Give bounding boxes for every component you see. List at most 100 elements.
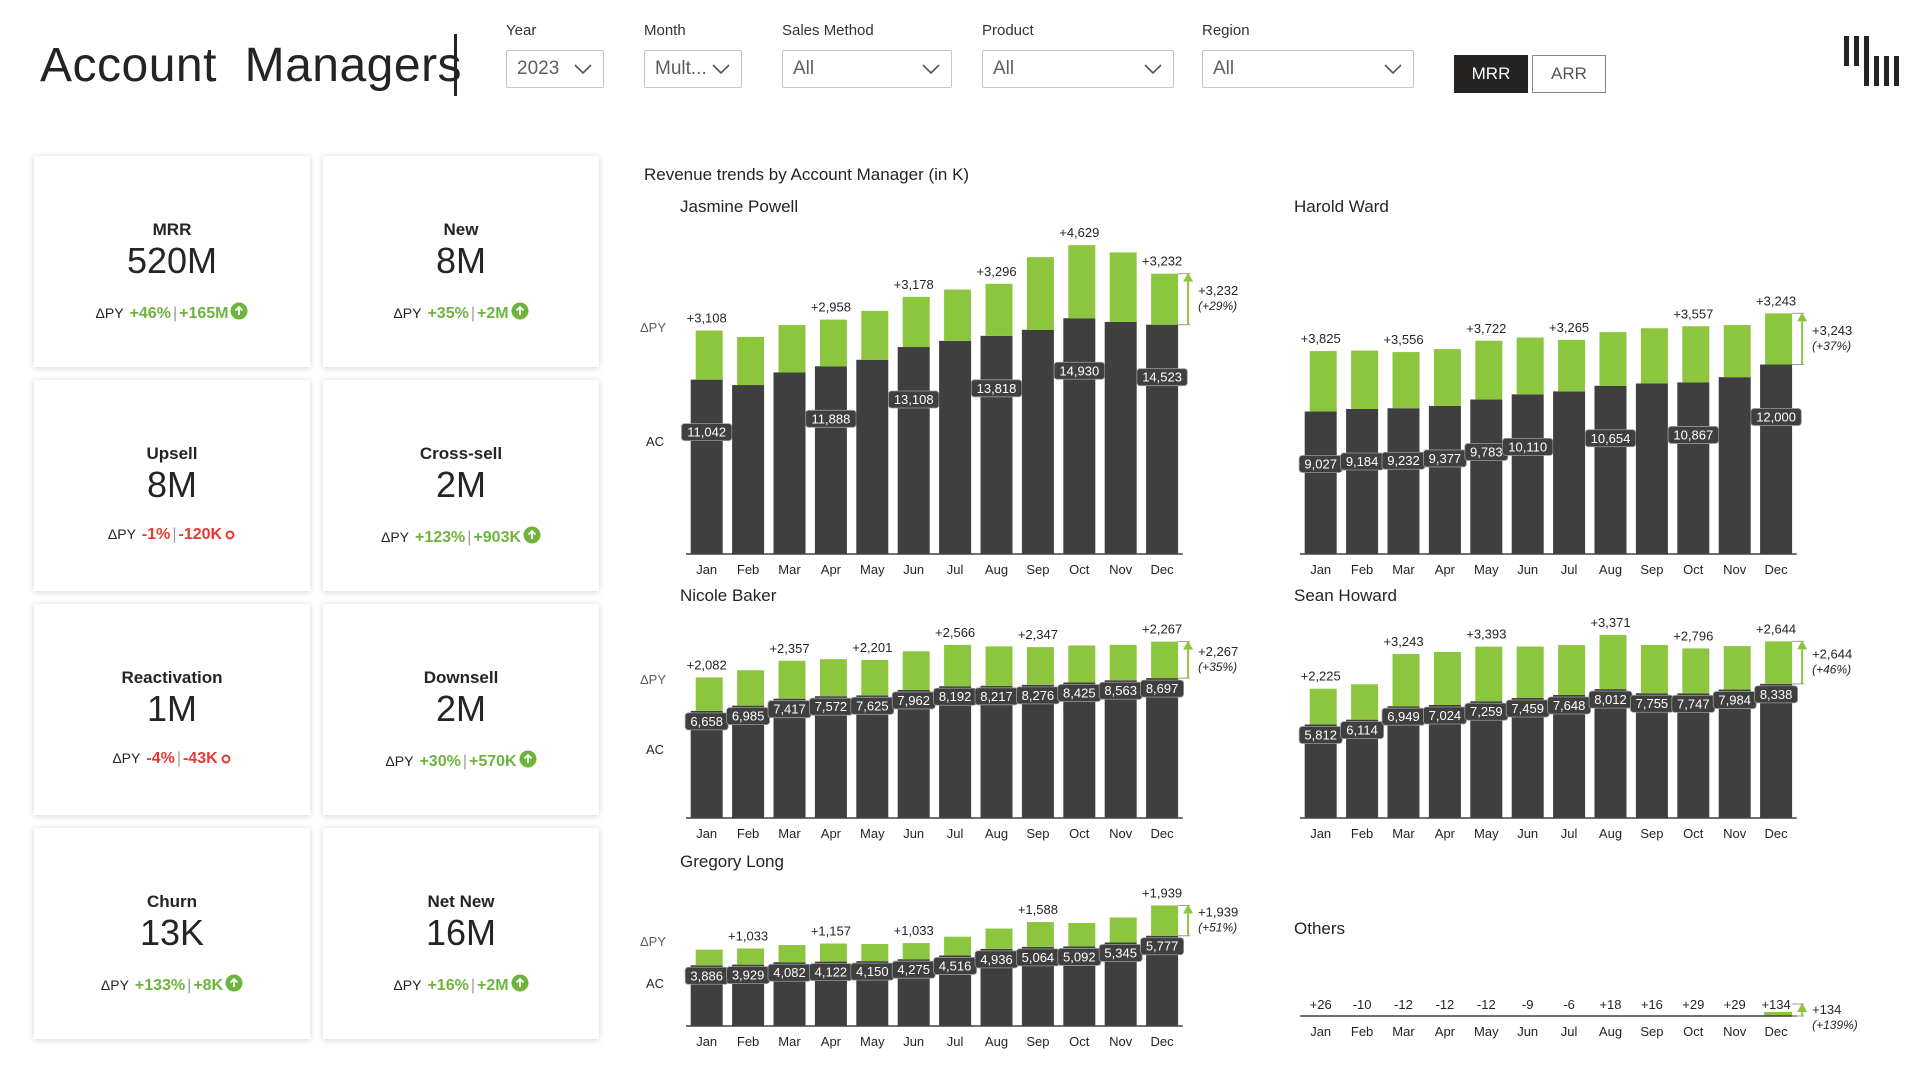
x-tick-label: Dec [1151, 562, 1175, 577]
mrr-button[interactable]: MRR [1454, 55, 1528, 93]
ac-label: 3,886 [690, 968, 723, 983]
x-tick-label: May [1474, 1024, 1499, 1039]
delta-bar [1516, 337, 1544, 395]
kpi-card-cross-sell[interactable]: Cross-sell 2M ΔPY +123% | +903K [323, 380, 599, 591]
kpi-delta-separator: | [470, 305, 475, 322]
x-tick-label: May [860, 826, 885, 841]
delta-bar [1109, 252, 1137, 322]
ac-label-box [1667, 426, 1719, 444]
x-tick-label: Jun [903, 562, 924, 577]
region-dropdown[interactable]: All [1202, 50, 1414, 88]
ac-label: 8,192 [939, 689, 972, 704]
x-tick-label: Aug [1599, 562, 1622, 577]
kpi-card-downsell[interactable]: Downsell 2M ΔPY +30% | +570K [323, 604, 599, 815]
ac-bar [1146, 678, 1179, 818]
x-tick-label: Feb [1351, 1024, 1373, 1039]
kpi-delta-separator: | [172, 305, 178, 322]
ac-label: 13,108 [894, 392, 934, 407]
x-tick-label: May [860, 1034, 885, 1049]
x-tick-label: May [1474, 826, 1499, 841]
delta-label: +2,267 [1142, 622, 1182, 637]
chevron-down-icon [712, 64, 730, 75]
kpi-delta: ΔPY +35% | +2M [323, 302, 599, 323]
delta-bar [1516, 646, 1544, 699]
ac-label-box [1140, 937, 1184, 956]
month-filter[interactable]: Month Mult... [644, 22, 742, 88]
ac-bar [773, 698, 806, 818]
delta-bar [1026, 922, 1054, 947]
ac-bar [1387, 408, 1420, 554]
year-dropdown[interactable]: 2023 [506, 50, 604, 88]
kpi-card-net-new[interactable]: Net New 16M ΔPY +16% | +2M [323, 828, 599, 1039]
delta-bar [1351, 684, 1379, 720]
delta-label: +1,157 [811, 924, 851, 939]
delta-bar [778, 325, 806, 373]
sales-method-dropdown[interactable]: All [782, 50, 952, 88]
sales-method-filter[interactable]: Sales Method All [782, 22, 952, 88]
x-tick-label: Dec [1765, 562, 1789, 577]
ac-bar [856, 359, 889, 554]
mrr-arr-toggle[interactable]: MRR ARR [1454, 55, 1606, 93]
delta-bar [1682, 648, 1710, 694]
kpi-delta: ΔPY +46% | +165M [34, 302, 310, 323]
product-value: All [993, 58, 1015, 79]
kpi-py-label: ΔPY [107, 526, 136, 542]
region-filter-label: Region [1202, 22, 1250, 39]
ac-label-box [1502, 437, 1554, 456]
ac-label: 5,064 [1022, 950, 1055, 965]
kpi-delta-separator: | [172, 526, 177, 543]
delta-bar [778, 945, 806, 963]
delta-bar [1682, 326, 1710, 383]
delta-label: +3,371 [1590, 615, 1630, 630]
ac-label-box [1140, 679, 1184, 698]
delta-label: -12 [1477, 997, 1496, 1012]
kpi-card-churn[interactable]: Churn 13K ΔPY +133% | +8K [34, 828, 310, 1039]
arrow-up-circle-icon [511, 974, 529, 992]
region-filter[interactable]: Region All [1202, 22, 1414, 88]
kpi-delta: ΔPY -1% | -120K [34, 526, 310, 544]
delta-bar [1723, 646, 1751, 690]
delta-label: +3,557 [1673, 306, 1713, 321]
delta-bar [861, 310, 889, 360]
ac-label: 11,888 [812, 411, 851, 426]
delta-bar [1765, 313, 1793, 365]
delta-label: +2,347 [1018, 627, 1058, 642]
kpi-delta-pct: +133% [134, 977, 186, 994]
arr-button[interactable]: ARR [1532, 55, 1606, 93]
kpi-card-new[interactable]: New 8M ΔPY +35% | +2M [323, 156, 599, 367]
delta-label: -6 [1563, 997, 1575, 1012]
product-dropdown[interactable]: All [982, 50, 1174, 88]
kpi-value: 520M [126, 240, 218, 281]
dot-down-icon [225, 530, 235, 540]
delta-label: +18 [1599, 997, 1621, 1012]
page-title: Account Managers [40, 39, 463, 92]
x-tick-label: Mar [1392, 562, 1415, 577]
ac-label: 10,654 [1591, 431, 1631, 446]
delta-label: +1,939 [1142, 885, 1182, 900]
ac-label: 9,783 [1470, 445, 1503, 460]
kpi-py-label: ΔPY [385, 753, 414, 769]
ac-label-box [805, 409, 857, 428]
ac-label-box [1754, 685, 1798, 704]
kpi-card-reactivation[interactable]: Reactivation 1M ΔPY -4% | -43K [34, 604, 310, 815]
kpi-card-upsell[interactable]: Upsell 8M ΔPY -1% | -120K [34, 380, 310, 591]
x-tick-label: Jul [1561, 1024, 1578, 1039]
ac-label: 7,984 [1718, 693, 1751, 708]
x-tick-label: Mar [778, 562, 801, 577]
ac-bar [1677, 693, 1710, 818]
y-label-ac: AC [646, 434, 664, 449]
ac-label: 5,345 [1104, 945, 1137, 960]
kpi-card-mrr[interactable]: MRR 520M ΔPY +46% | +165M [34, 156, 310, 367]
x-tick-label: Oct [1683, 826, 1704, 841]
ac-label: 5,092 [1063, 949, 1096, 964]
delta-label: +4,629 [1059, 225, 1099, 240]
chart-title: Others [1294, 919, 1345, 938]
delta-bar [737, 336, 765, 386]
ac-bar [1635, 383, 1668, 554]
month-dropdown[interactable]: Mult... [644, 50, 742, 88]
ac-label: 3,929 [732, 968, 765, 983]
delta-bar [861, 943, 889, 962]
year-filter[interactable]: Year 2023 [506, 22, 604, 88]
product-filter[interactable]: Product All [982, 22, 1174, 88]
ac-bar [1511, 698, 1544, 818]
